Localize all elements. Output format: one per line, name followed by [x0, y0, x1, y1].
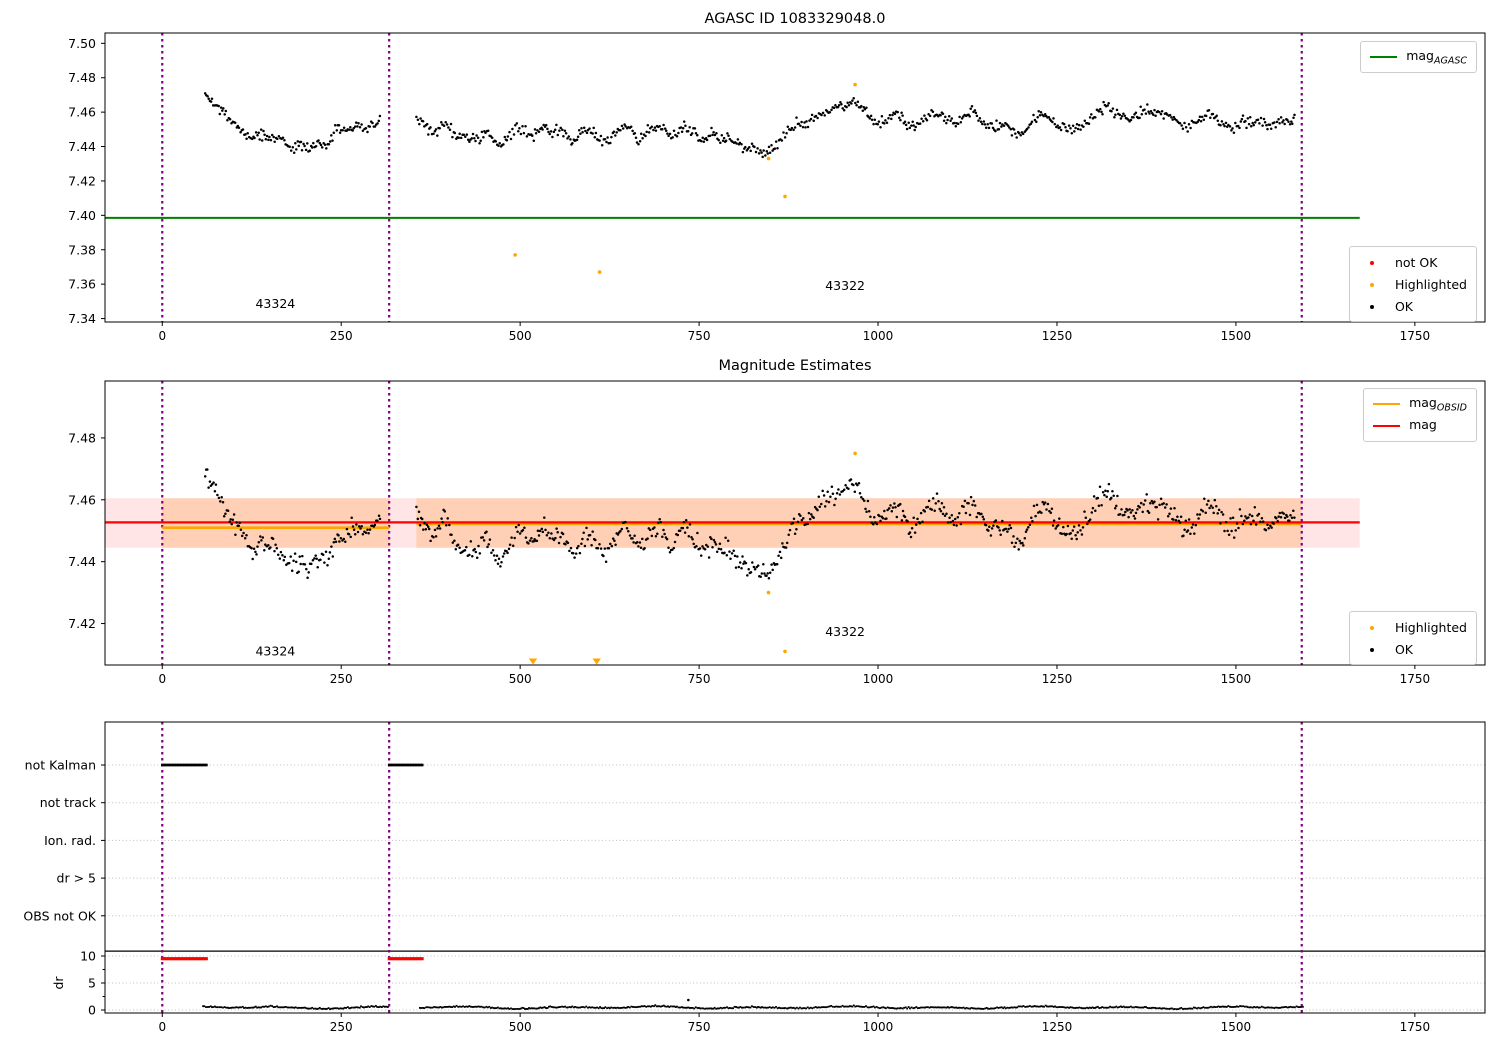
y-tick-label: 7.40: [68, 208, 96, 223]
legend-item-not-ok: not OK: [1359, 251, 1467, 273]
legend-item-mag: mag: [1373, 415, 1467, 437]
x-tick-label: 750: [688, 672, 711, 686]
x-tick-label: 0: [158, 1020, 166, 1034]
y-tick-label: 7.50: [68, 36, 96, 51]
dr-spike-point: [687, 998, 690, 1002]
category-label: Ion. rad.: [44, 833, 96, 848]
x-tick-label: 1750: [1400, 672, 1431, 686]
red-dot-icon: [1359, 255, 1386, 270]
black-dot-icon: [1359, 299, 1386, 314]
legend-item-mag-obsid: magOBSID: [1373, 393, 1467, 415]
obsid-annotation: 43324: [255, 296, 295, 311]
x-tick-label: 1500: [1221, 329, 1252, 343]
y-tick-label: 7.46: [68, 492, 96, 507]
y-tick-label: 7.34: [68, 311, 96, 326]
legend-label: not OK: [1394, 254, 1438, 270]
y-tick-label: 7.36: [68, 277, 96, 292]
legend-item-highlighted: Highlighted: [1359, 273, 1467, 295]
x-tick-label: 0: [158, 672, 166, 686]
legend-item-ok: OK: [1359, 638, 1467, 660]
y-tick-label: 7.44: [68, 554, 96, 569]
category-label: not Kalman: [25, 758, 96, 773]
x-tick-label: 1500: [1221, 672, 1252, 686]
middle-plot: 43324 43322 0 250 500 750 1000 1250 1500 1750 7.42…: [68, 380, 1486, 686]
y-tick-label: 7.38: [68, 242, 96, 257]
middle-plot-title: Magnitude Estimates: [718, 358, 872, 374]
y-tick-label: 7.42: [68, 173, 96, 188]
x-tick-label: 1000: [863, 672, 894, 686]
x-tick-label: 250: [330, 329, 353, 343]
legend-label: Highlighted: [1394, 276, 1467, 292]
x-tick-label: 1000: [863, 329, 894, 343]
dr-tick-label: 10: [80, 949, 96, 964]
x-tick-label: 500: [509, 1020, 532, 1034]
axes-frame: [104, 721, 1486, 1014]
x-tick-label: 1250: [1042, 329, 1073, 343]
dr-axis-label: dr: [51, 976, 66, 990]
x-tick-label: 0: [158, 329, 166, 343]
clipped-highlighted-marker: [528, 658, 538, 665]
highlighted-points: [513, 82, 857, 274]
top-plot: 43324 43322 0 250 500 750 1000 1250 1500 1750 7.34…: [68, 32, 1486, 343]
legend-mag-lines: magOBSID mag: [1363, 388, 1477, 442]
x-tick-label: 750: [688, 329, 711, 343]
not-kalman-flags: [161, 763, 424, 767]
legend-label: mag: [1409, 416, 1437, 432]
axes-frame: [104, 32, 1486, 323]
legend-label: OK: [1394, 641, 1413, 657]
category-label: OBS not OK: [23, 908, 96, 923]
ok-points: [203, 468, 1296, 580]
axes-frame: [104, 380, 1486, 666]
legend-item-ok: OK: [1359, 295, 1467, 317]
x-tick-label: 500: [509, 672, 532, 686]
highlighted-points: [528, 451, 857, 665]
obsid-annotation: 43322: [825, 624, 865, 639]
y-tick-label: 7.44: [68, 139, 96, 154]
x-tick-label: 1000: [863, 1020, 894, 1034]
dr-trace-points: [202, 1004, 1304, 1011]
top-plot-title: AGASC ID 1083329048.0: [704, 11, 886, 27]
legend-label: Highlighted: [1394, 619, 1467, 635]
y-tick-label: 7.46: [68, 105, 96, 120]
legend-item-mag-agasc: magAGASC: [1370, 46, 1467, 68]
orange-line-sample: [1373, 402, 1401, 406]
x-tick-label: 1750: [1400, 329, 1431, 343]
x-tick-label: 1750: [1400, 1020, 1431, 1034]
legend-middle-markers: Highlighted OK: [1348, 611, 1477, 665]
dr-tick-label: 5: [88, 976, 96, 991]
legend-mag-agasc: magAGASC: [1360, 41, 1477, 73]
x-tick-label: 250: [330, 672, 353, 686]
category-label: dr > 5: [57, 871, 96, 886]
x-tick-label: 500: [509, 329, 532, 343]
orange-dot-icon: [1359, 620, 1386, 635]
legend-label: magAGASC: [1406, 47, 1467, 67]
clipped-highlighted-marker: [592, 658, 601, 665]
ok-points: [203, 92, 1296, 159]
x-tick-label: 1500: [1221, 1020, 1252, 1034]
y-tick-label: 7.42: [68, 616, 96, 631]
obsid-annotation: 43324: [255, 643, 295, 658]
orange-dot-icon: [1359, 277, 1386, 292]
green-line-sample: [1370, 55, 1398, 59]
flags-plot: not Kalman not track Ion. rad. dr > 5 OBS no…: [23, 721, 1486, 1034]
x-tick-label: 750: [688, 1020, 711, 1034]
black-dot-icon: [1359, 642, 1386, 657]
dr-tick-label: 0: [88, 1003, 96, 1018]
category-label: not track: [40, 795, 97, 810]
legend-label: OK: [1394, 298, 1413, 314]
legend-top-markers: not OK Highlighted OK: [1348, 246, 1477, 322]
legend-label: magOBSID: [1409, 394, 1467, 414]
x-tick-label: 250: [330, 1020, 353, 1034]
legend-item-highlighted: Highlighted: [1359, 616, 1467, 638]
y-tick-label: 7.48: [68, 70, 96, 85]
obsid-annotation: 43322: [825, 278, 865, 293]
y-tick-label: 7.48: [68, 430, 96, 445]
dr-not-ok-points: [160, 957, 424, 961]
red-line-sample: [1373, 424, 1401, 428]
x-tick-label: 1250: [1042, 1020, 1073, 1034]
x-tick-label: 1250: [1042, 672, 1073, 686]
